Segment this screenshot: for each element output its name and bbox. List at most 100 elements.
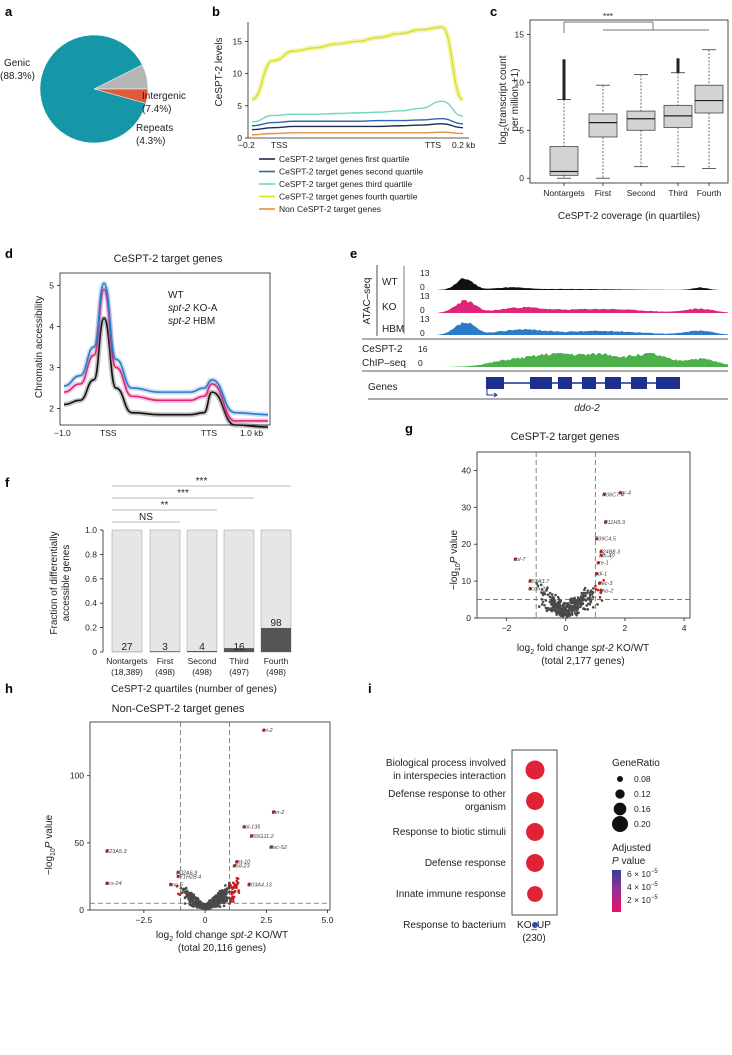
- i-size-title: GeneRatio: [612, 758, 660, 769]
- f-ytick-label: 0.8: [85, 549, 97, 559]
- g-xtick-label: 2: [623, 623, 628, 633]
- e-hbm-max: 13: [420, 314, 430, 324]
- e-wt-min: 0: [420, 282, 425, 292]
- h-xtick-label: 5.0: [322, 915, 334, 925]
- g-point: [583, 588, 586, 592]
- g-point: [557, 605, 560, 608]
- h-gene-label: clec-52: [269, 845, 287, 851]
- pie-label-repeats-pct: (4.3%): [136, 136, 165, 147]
- f-bar-fill: [187, 651, 217, 652]
- h-point: [233, 884, 236, 888]
- f-bar-count: 4: [199, 642, 205, 653]
- b-ytick-label: 10: [233, 69, 243, 79]
- g-point: [582, 607, 586, 610]
- h-point: [193, 895, 196, 899]
- g-point: [567, 610, 570, 614]
- c-boxes: [549, 49, 724, 179]
- g-point: [562, 613, 566, 617]
- g-point: [548, 595, 552, 599]
- h-labeled-point: [250, 834, 254, 838]
- panel-g: g CeSPT-2 target genes −log10P value −2 0…: [405, 421, 691, 667]
- pie-label-genic-pct: (88.3%): [0, 71, 35, 82]
- g-gene-label: R06C7.4: [602, 492, 624, 498]
- g-xlabel2: (total 2,177 genes): [541, 656, 624, 667]
- g-point: [585, 591, 589, 595]
- h-frame: [89, 721, 331, 911]
- h-point: [175, 884, 179, 888]
- h-labeled-point: [232, 864, 237, 868]
- g-gene-label: F53A3.7: [528, 579, 550, 585]
- g-point: [557, 597, 561, 601]
- i-terms: Biological process involved in interspeci…: [386, 758, 545, 931]
- h-gene-label: F55G11.2: [250, 834, 274, 840]
- g-labeled-point: [528, 579, 532, 583]
- e-track-ko: [438, 300, 728, 313]
- c-ylabel-line2: per million +1): [510, 68, 521, 131]
- h-point: [201, 906, 205, 909]
- h-point: [235, 877, 239, 880]
- g-point: [588, 593, 592, 597]
- d-xtick-end: 1.0 kb: [240, 428, 263, 438]
- h-point: [183, 902, 187, 905]
- f-sig-label: ***: [196, 476, 208, 487]
- h-labeled-point: [176, 874, 180, 879]
- i-color-tick-1: 4 × 10−5: [627, 882, 658, 892]
- i-dot: [526, 854, 544, 872]
- f-bar-background: [186, 529, 218, 653]
- f-xtick-n: (498): [192, 667, 212, 677]
- h-gene-label: C03A4.13: [247, 882, 272, 888]
- h-point: [218, 905, 222, 908]
- h-point: [225, 887, 229, 890]
- panel-e-letter: e: [350, 246, 357, 261]
- g-point: [542, 591, 546, 594]
- e-ko-min: 0: [420, 305, 425, 315]
- g-point: [565, 615, 569, 618]
- g-point: [569, 608, 572, 611]
- g-point: [545, 608, 549, 611]
- panel-b: b CeSPT-2 levels 0 5 10 15 −0.2 TSS TTS 0.2…: [212, 4, 475, 214]
- panel-c: c log2(transcript count per million +1) …: [490, 4, 729, 222]
- g-point: [537, 605, 541, 608]
- g-labeled-point: [599, 588, 603, 592]
- g-point: [575, 599, 578, 603]
- b-ytick-label: 5: [237, 101, 242, 111]
- f-significance: NS********: [112, 476, 291, 523]
- h-point: [224, 884, 227, 887]
- e-track-ko-label: KO: [382, 302, 397, 313]
- g-point: [580, 592, 584, 595]
- g-xtick-label: 4: [682, 623, 687, 633]
- e-track-hbm-label: HBM: [382, 324, 404, 335]
- e-chip-max: 16: [418, 344, 428, 354]
- i-term-label: Defense response: [425, 858, 507, 869]
- g-ytick-label: 30: [462, 502, 472, 512]
- h-point: [228, 881, 231, 885]
- c-ytick-label: 5: [519, 125, 524, 135]
- f-ylabel-2: accessible genes: [61, 545, 72, 622]
- b-ytick-label: 15: [233, 36, 243, 46]
- i-dot: [527, 886, 543, 902]
- i-size-label: 0.16: [634, 804, 651, 814]
- c-frame: [529, 19, 729, 184]
- i-dot: [525, 760, 545, 780]
- h-point: [210, 903, 213, 907]
- f-bar-count: 98: [270, 618, 282, 629]
- g-point: [586, 608, 590, 611]
- g-point: [544, 599, 548, 602]
- h-title: Non-CeSPT-2 target genes: [112, 703, 245, 715]
- f-bar-background: [223, 529, 255, 653]
- g-labeled-point: [595, 572, 599, 576]
- g-point: [591, 591, 595, 594]
- h-point: [233, 890, 237, 893]
- i-term-label: Biological process involved: [386, 758, 506, 769]
- g-point: [587, 602, 590, 606]
- g-labeled-point: [618, 490, 623, 495]
- f-bar-count: 3: [162, 642, 168, 653]
- c-xtick-label: Second: [627, 188, 656, 198]
- panel-h-letter: h: [5, 681, 13, 696]
- i-dot: [526, 823, 544, 841]
- h-point: [216, 897, 220, 901]
- g-gene-label: pdi-1: [594, 572, 607, 578]
- g-point: [545, 589, 548, 592]
- f-ytick-label: 0.2: [85, 623, 97, 633]
